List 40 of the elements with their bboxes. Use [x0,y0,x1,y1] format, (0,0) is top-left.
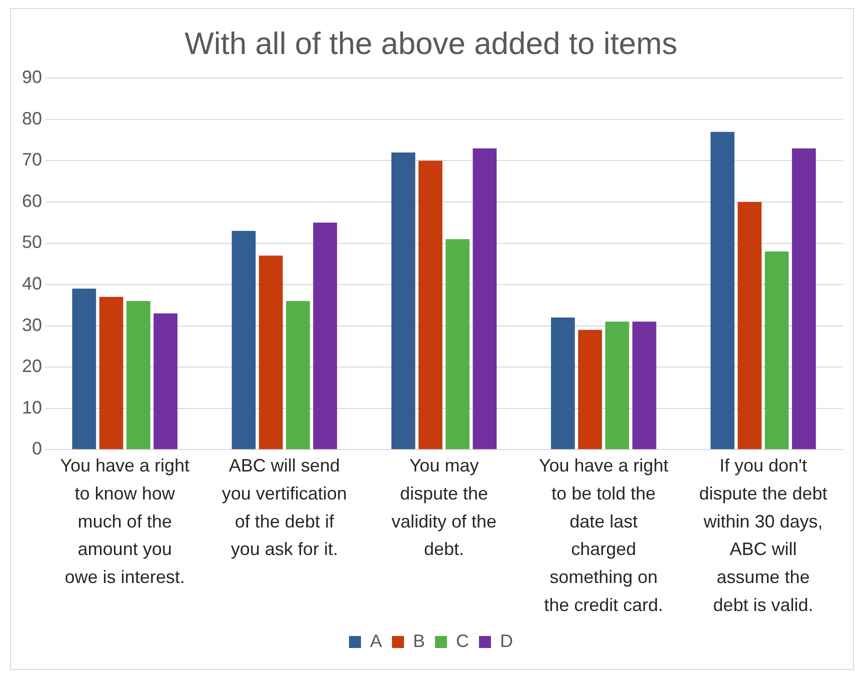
x-tick-label: You have a right to be told the date last charged something on the credit card. [538,456,668,616]
bar [472,148,497,450]
bar [446,239,470,450]
y-tick-label: 40 [22,274,42,294]
bar [738,202,762,450]
y-tick-label: 10 [22,397,42,418]
bar [286,301,310,450]
bar [391,152,416,450]
y-tick-label: 60 [22,190,42,211]
bar [313,222,338,450]
bar [550,318,575,450]
y-tick-label: 30 [22,314,42,335]
bar [72,288,96,450]
y-tick-label: 90 [22,67,42,88]
bar [126,301,150,450]
y-tick-label: 70 [22,150,42,170]
bar [710,132,734,450]
y-tick-label: 80 [22,108,42,128]
bar [418,160,442,450]
x-tick-label: If you don't dispute the debt within 30 days, ABC will assume the debt is valid. [699,456,828,616]
y-tick-label: 20 [22,356,42,376]
legend-label: A [370,630,382,651]
legend-label: B [413,630,426,651]
x-tick-label: You have a right to know how much of the amount you owe is interest. [60,456,190,588]
bar [792,148,816,450]
x-tick-label: You may dispute the validity of the debt. [391,456,497,560]
bar [99,296,124,450]
bar [258,256,283,450]
legend-label: D [500,630,514,651]
chart-title: With all of the above added to items [184,26,678,62]
bar [632,322,656,450]
bar [764,252,789,450]
bar [605,322,630,450]
bar [154,313,178,450]
legend-label: C [456,630,470,651]
bar [578,330,602,450]
bar [232,230,256,450]
y-tick-label: 50 [22,232,42,252]
x-tick-label: ABC will send you vertification of the debt if you ask for it. [222,456,347,560]
y-tick-label: 0 [32,438,42,459]
